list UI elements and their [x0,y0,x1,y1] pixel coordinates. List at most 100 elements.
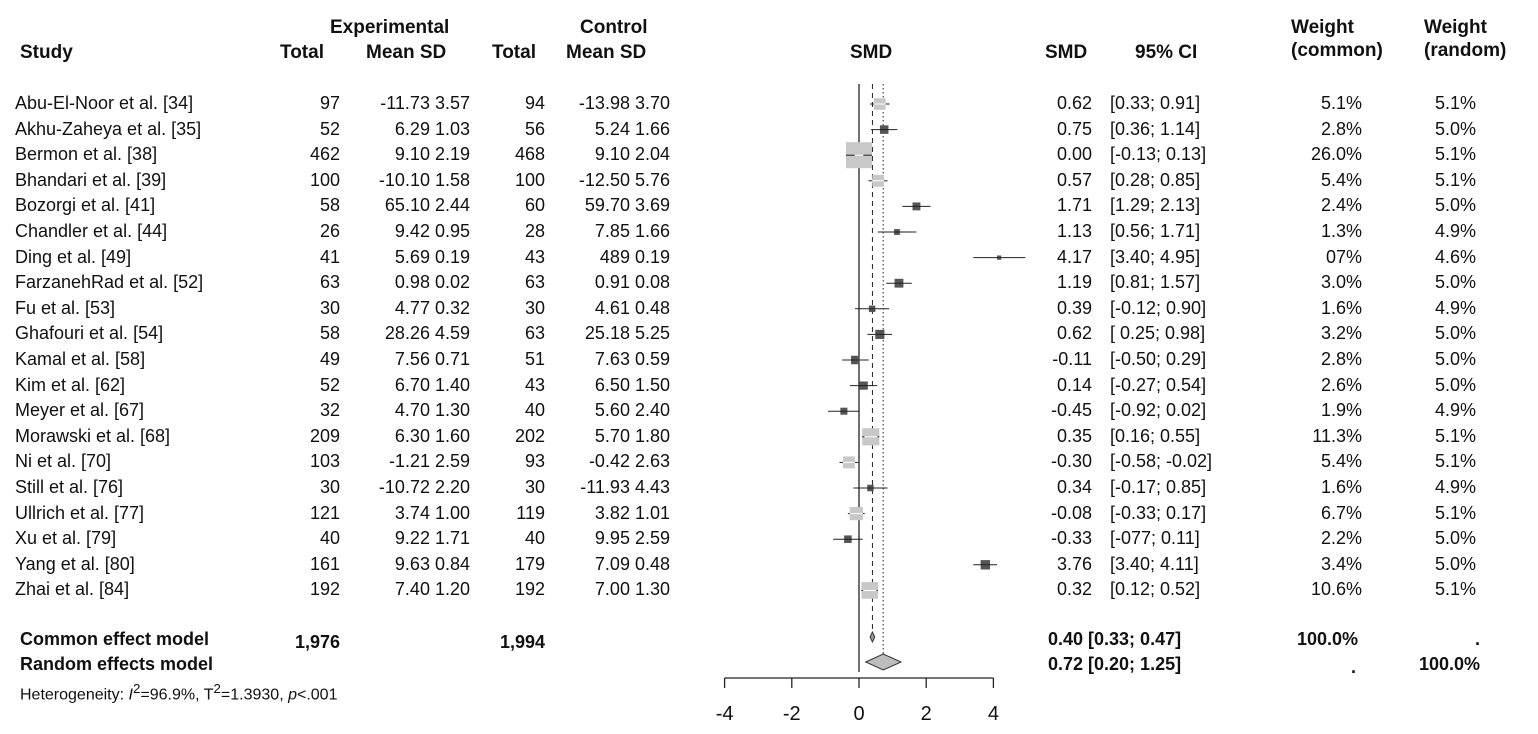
control-mean-sd: -0.42 2.63 [588,451,670,472]
weight-common: 5.4% [1320,451,1362,472]
experimental-total: 192 [309,579,340,600]
experimental-total: 58 [319,323,340,344]
experimental-total: 58 [319,195,340,216]
random-effects-weight-common: . [1350,657,1356,677]
smd-value: 3.76 [1056,553,1092,574]
control-total: 63 [524,272,545,293]
weight-random: 5.0% [1434,118,1476,139]
weight-random: 4.9% [1434,297,1476,318]
study-name: Xu et al. [79] [15,528,117,549]
study-name: Abu-El-Noor et al. [34] [15,93,194,113]
common-effect-e-total: 1,976 [294,632,340,652]
heterogeneity-stats: Heterogeneity: I2=96.9%, T2=1.3930, p<.0… [20,681,337,704]
experimental-header: Experimental [330,17,450,38]
weight-common: 2.8% [1320,349,1362,369]
weight-common: 3.2% [1320,323,1362,344]
weight-common: 3.0% [1320,272,1362,293]
weight-common: 2.2% [1320,528,1362,549]
experimental-total: 209 [309,425,340,446]
experimental-total-header: Total [280,42,324,63]
experimental-mean-sd: 9.10 2.19 [394,144,470,165]
x-axis-tick-label: 4 [988,703,999,725]
common-effect-smd-ci: 0.40 [0.33; 0.47] [1048,629,1182,649]
study-name: Bozorgi et al. [41] [15,195,156,216]
ci-header: 95% CI [1135,42,1198,63]
control-total: 63 [524,323,545,344]
smd-value: 0.34 [1056,477,1092,497]
weight-common-header-line1: Weight [1291,17,1354,38]
weight-random: 4.9% [1434,221,1476,241]
study-name: Zhai et al. [84] [15,579,130,600]
experimental-total: 100 [309,169,340,190]
study-name: Yang et al. [80] [15,553,135,574]
control-mean-sd: 7.09 0.48 [594,553,670,574]
common-effect-weight-common: 100.0% [1296,629,1358,649]
weight-random: 5.1% [1434,144,1476,165]
weight-random: 4.9% [1434,400,1476,421]
study-name: Still et al. [76] [15,477,124,497]
ci-value: [-077; 0.11] [1110,528,1200,549]
control-total: 100 [514,169,545,190]
weight-random: 5.0% [1434,349,1476,369]
smd-value: 0.32 [1056,579,1092,600]
experimental-mean-sd: 9.22 1.71 [394,528,470,549]
i2-symbol: I [128,686,133,704]
experimental-mean-sd: 65.10 2.44 [384,195,470,216]
study-name: Kim et al. [62] [15,374,126,395]
experimental-total: 41 [319,246,340,267]
weight-common: 1.6% [1320,477,1362,497]
experimental-meansd-header: Mean SD [366,42,447,63]
control-total: 192 [514,579,545,600]
smd-value: 0.35 [1056,425,1092,446]
weight-common: 1.6% [1320,297,1362,318]
smd-value: 0.62 [1056,323,1092,344]
ci-value: [-0.33; 0.17] [1110,502,1207,523]
smd-value: -0.45 [1050,400,1092,421]
weight-random-header-line2: (random) [1424,40,1507,61]
control-mean-sd: 5.70 1.80 [594,425,670,446]
control-total: 94 [524,93,545,113]
experimental-total: 32 [319,400,340,421]
experimental-mean-sd: 4.77 0.32 [394,297,470,318]
x-axis-tick-label: 0 [853,703,864,725]
experimental-total: 462 [309,144,340,165]
smd-value: 1.71 [1056,195,1092,216]
weight-random: 5.0% [1434,195,1476,216]
study-name: Kamal et al. [58] [15,349,146,369]
control-total: 179 [514,553,545,574]
tau-value: =1.3930, [220,686,289,704]
ci-value: [3.40; 4.11] [1110,553,1199,574]
experimental-mean-sd: 3.74 1.00 [394,502,470,523]
weight-random: 4.9% [1434,477,1476,497]
control-total: 119 [516,502,545,523]
study-name: Morawski et al. [68] [15,425,171,446]
control-total: 40 [524,528,545,549]
weight-random: 5.1% [1434,579,1476,600]
experimental-total: 121 [309,502,340,523]
ci-value: [-0.92; 0.02] [1110,400,1207,421]
control-total: 43 [524,374,545,395]
experimental-mean-sd: -1.21 2.59 [388,451,470,472]
control-mean-sd: 7.85 1.66 [594,221,670,241]
study-name: Ullrich et al. [77] [15,502,145,523]
experimental-total: 97 [319,93,340,113]
ci-value: [0.16; 0.55] [1110,425,1201,446]
weight-common: 2.6% [1320,374,1362,395]
weight-random: 5.1% [1434,502,1476,523]
ci-value: [1.29; 2.13] [1110,195,1201,216]
study-name: FarzanehRad et al. [52] [15,272,204,293]
random-effects-label: Random effects model [20,654,214,674]
tau-superscript: 2 [213,681,221,696]
smd-value: 0.57 [1056,169,1092,190]
x-axis-tick-label: -4 [716,703,734,725]
random-effects-smd-ci: 0.72 [0.20; 1.25] [1048,654,1182,674]
ci-value: [0.56; 1.71] [1110,221,1201,241]
experimental-total: 63 [319,272,340,293]
control-mean-sd: -11.93 4.43 [580,477,670,497]
weight-random: 4.6% [1434,246,1476,267]
study-name: Bermon et al. [38] [15,144,158,165]
study-header: Study [20,42,73,63]
smd-value: 1.19 [1056,272,1092,293]
control-total: 43 [524,246,545,267]
